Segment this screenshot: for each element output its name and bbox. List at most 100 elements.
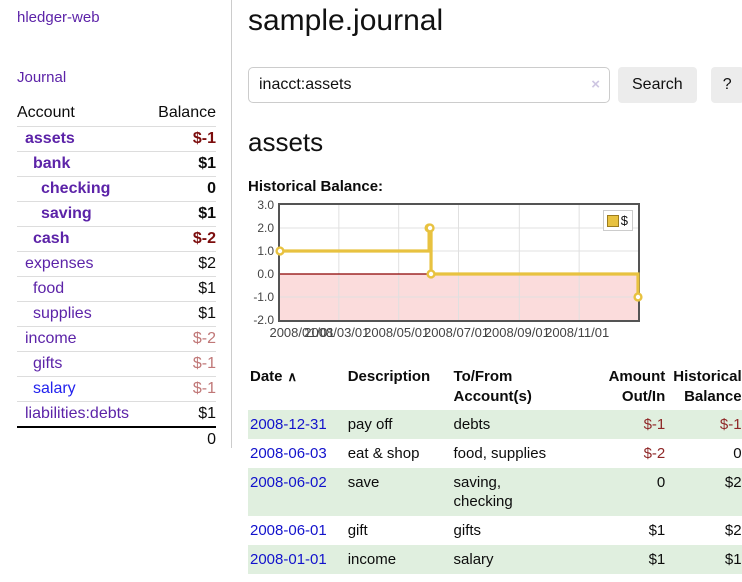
account-row: cash $-2	[17, 226, 216, 252]
column-header-accounts: To/From Account(s)	[453, 368, 532, 405]
account-balance: 0	[148, 176, 216, 202]
account-row: supplies $1	[17, 301, 216, 327]
main-content: sample.journal × Search ? assets Histori…	[232, 0, 742, 574]
transaction-balance: $1	[724, 551, 742, 568]
y-tick-label: 3.0	[257, 198, 274, 212]
brand-link[interactable]: hledger-web	[17, 9, 100, 26]
sidebar-item-journal[interactable]: Journal	[17, 69, 67, 86]
transaction-accounts: debts	[453, 416, 491, 433]
sidebar-account-link[interactable]: assets	[25, 130, 75, 147]
chart-legend: $	[602, 210, 633, 231]
page-title: sample.journal	[248, 4, 444, 37]
clear-search-icon[interactable]: ×	[591, 76, 600, 93]
transaction-row: 2008-06-02 save saving, checking 0 $2	[248, 468, 742, 516]
x-tick-label: 2008/05/01	[364, 325, 430, 340]
account-balance: $-2	[148, 226, 216, 252]
account-row: liabilities:debts $1	[17, 401, 216, 427]
x-tick-label: 2008/03/01	[304, 325, 370, 340]
x-tick-label: 2008/07/01	[423, 325, 490, 340]
balance-chart-plot: $	[275, 203, 643, 322]
sidebar-account-link[interactable]: cash	[33, 230, 70, 247]
transaction-description: income	[347, 551, 397, 568]
chart-x-axis-labels: 2008/01/01 2008/03/01 2008/05/01 2008/07/01…	[269, 325, 640, 342]
sidebar-account-link[interactable]: expenses	[25, 255, 94, 272]
transaction-row: 2008-06-03 eat & shop food, supplies $-2 0	[248, 439, 742, 468]
account-heading: assets	[248, 127, 324, 157]
transaction-date-link[interactable]: 2008-06-03	[250, 445, 327, 462]
column-header-description: Description	[347, 368, 431, 385]
transaction-amount: 0	[656, 474, 666, 491]
y-tick-label: -2.0	[253, 313, 274, 327]
transaction-accounts: food, supplies	[453, 445, 547, 462]
legend-swatch-icon	[606, 214, 619, 227]
x-tick-label: 2008/01/01	[269, 325, 335, 340]
transaction-description: gift	[347, 522, 368, 539]
register-header-row: Date ∧ Description To/From Account(s) Amount O…	[248, 364, 742, 410]
account-row: saving $1	[17, 201, 216, 227]
column-header-date[interactable]: Date ∧	[250, 368, 298, 385]
account-row: assets $-1	[17, 126, 216, 152]
x-tick-label: 2008/11/01	[545, 325, 610, 340]
y-tick-label: 1.0	[257, 244, 274, 258]
legend-label: $	[620, 213, 628, 228]
transaction-date-link[interactable]: 2008-01-01	[250, 551, 327, 568]
account-row: gifts $-1	[17, 351, 216, 377]
y-tick-label: -1.0	[253, 290, 274, 304]
transaction-amount: $1	[648, 551, 666, 568]
transaction-date-link[interactable]: 2008-06-02	[250, 474, 327, 491]
register-table: Date ∧ Description To/From Account(s) Amount O…	[248, 364, 742, 574]
transaction-balance: $-1	[719, 416, 742, 433]
account-row: food $1	[17, 276, 216, 302]
account-row: income $-2	[17, 326, 216, 352]
transaction-amount: $-2	[643, 445, 666, 462]
accounts-table-body: assets $-1 bank $1 checking 0 saving $1 cash $-2 e…	[17, 126, 216, 427]
sidebar-account-link[interactable]: salary	[33, 380, 76, 397]
transaction-description: save	[347, 474, 380, 491]
sort-ascending-icon: ∧	[287, 369, 298, 384]
transaction-description: pay off	[347, 416, 393, 433]
account-balance: $2	[148, 251, 216, 277]
account-balance: $1	[148, 301, 216, 327]
transaction-date-link[interactable]: 2008-12-31	[250, 416, 327, 433]
search-input[interactable]	[248, 67, 610, 103]
account-balance: $-2	[148, 326, 216, 352]
transaction-amount: $1	[648, 522, 666, 539]
account-balance: $1	[148, 276, 216, 302]
accounts-total-row: 0	[17, 426, 216, 452]
transaction-row: 2008-01-01 income salary $1 $1	[248, 545, 742, 574]
transaction-row: 2008-12-31 pay off debts $-1 $-1	[248, 410, 742, 439]
y-tick-label: 2.0	[257, 221, 274, 235]
column-header-balance: Historical Balance	[673, 368, 742, 405]
transaction-accounts: saving, checking	[453, 474, 513, 510]
accounts-table: Account Balance assets $-1 bank $1 checking 0…	[17, 101, 216, 452]
sidebar-account-link[interactable]: liabilities:debts	[25, 405, 130, 422]
chart-y-axis-labels: 3.0 2.0 1.0 0.0 -1.0 -2.0	[248, 198, 274, 327]
column-header-amount: Amount Out/In	[608, 368, 666, 405]
account-balance: $-1	[148, 351, 216, 377]
sidebar-account-link[interactable]: bank	[33, 155, 71, 172]
account-balance: $1	[148, 401, 216, 427]
account-row: salary $-1	[17, 376, 216, 402]
accounts-header-balance: Balance	[158, 104, 216, 121]
search-button[interactable]: Search	[618, 67, 697, 103]
sidebar-account-link[interactable]: food	[33, 280, 65, 297]
help-button[interactable]: ?	[710, 67, 742, 103]
balance-chart: 3.0 2.0 1.0 0.0 -1.0 -2.0 $ 2008/01/01 2008/03…	[248, 198, 643, 342]
account-balance: $-1	[148, 376, 216, 402]
account-balance: $1	[148, 151, 216, 177]
transaction-accounts: salary	[453, 551, 494, 568]
account-row: checking 0	[17, 176, 216, 202]
sidebar-account-link[interactable]: saving	[41, 205, 92, 222]
transaction-balance: $2	[724, 474, 742, 491]
transaction-balance: 0	[733, 445, 742, 462]
account-row: expenses $2	[17, 251, 216, 277]
sidebar-account-link[interactable]: gifts	[33, 355, 63, 372]
sidebar-account-link[interactable]: income	[25, 330, 77, 347]
sidebar-account-link[interactable]: supplies	[33, 305, 92, 322]
accounts-total-value: 0	[148, 426, 216, 452]
sidebar-account-link[interactable]: checking	[41, 180, 111, 197]
transaction-row: 2008-06-01 gift gifts $1 $2	[248, 516, 742, 545]
account-row: bank $1	[17, 151, 216, 177]
transaction-date-link[interactable]: 2008-06-01	[250, 522, 327, 539]
